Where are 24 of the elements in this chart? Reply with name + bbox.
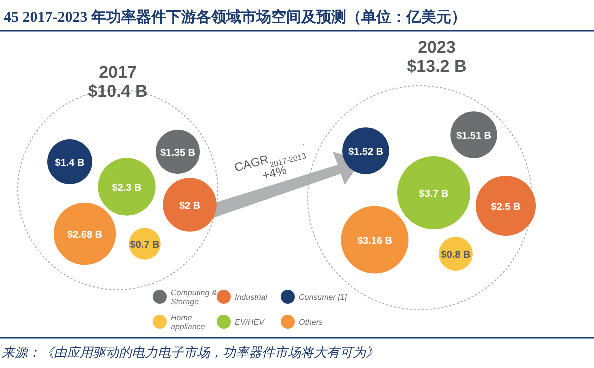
- data-label: $2 B: [179, 201, 201, 212]
- legend-label: Industrial: [235, 293, 268, 302]
- data-label: $3.16 B: [357, 236, 393, 247]
- data-label: $0.7 B: [130, 240, 160, 251]
- legend-label: EV/HEV: [235, 318, 266, 327]
- legend-label: Computing & Storage: [171, 288, 218, 306]
- source-note: 来源：《由应用驱动的电力电子市场，功率器件市场将大有可为》: [2, 345, 379, 360]
- legend-label: Others: [299, 318, 324, 327]
- legend-label: Home appliance: [171, 314, 206, 332]
- data-label: $1.51 B: [456, 131, 492, 142]
- data-label: $2.5 B: [491, 202, 521, 213]
- data-label: $0.8 B: [441, 250, 471, 261]
- data-label: $2.3 B: [112, 183, 142, 194]
- category-label: 2017: [99, 63, 137, 82]
- legend-label: Consumer [1]: [299, 293, 348, 302]
- data-label: $1.35 B: [160, 148, 196, 159]
- data-label: $1.4 B: [55, 158, 85, 169]
- text: 45 2017-2023 年功率器件下游各领域市场空间及预测（单位：亿美元）: [4, 8, 466, 26]
- text: $10.4 B: [88, 82, 148, 101]
- data-label: $2.68 B: [67, 230, 103, 241]
- category-label: 2023: [418, 38, 456, 57]
- data-label: $1.52 B: [348, 147, 384, 158]
- data-label: $3.7 B: [419, 189, 449, 200]
- text: $13.2 B: [407, 57, 467, 76]
